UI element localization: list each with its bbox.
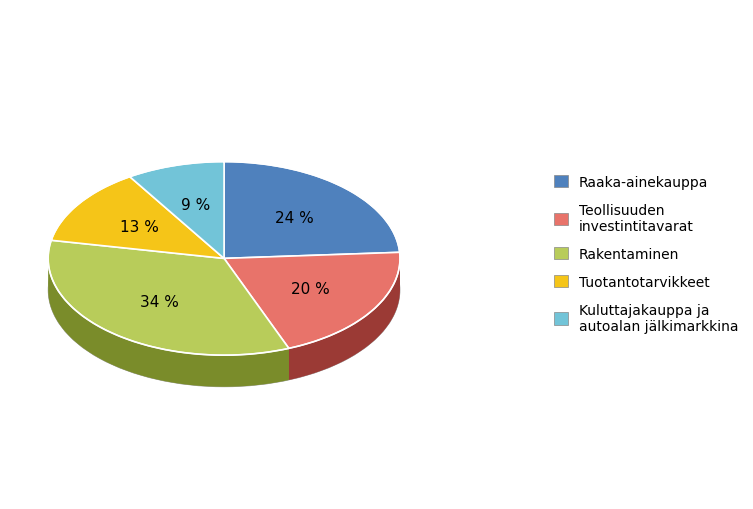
Ellipse shape: [48, 194, 400, 387]
Polygon shape: [224, 162, 400, 259]
Polygon shape: [130, 162, 224, 259]
Polygon shape: [224, 253, 400, 349]
Polygon shape: [289, 259, 400, 380]
Text: 24 %: 24 %: [275, 211, 313, 225]
Text: 20 %: 20 %: [291, 281, 330, 296]
Text: 34 %: 34 %: [139, 295, 178, 309]
Text: 13 %: 13 %: [120, 220, 159, 235]
Legend: Raaka-ainekauppa, Teollisuuden
investintitavarat, Rakentaminen, Tuotantotarvikke: Raaka-ainekauppa, Teollisuuden investint…: [547, 169, 745, 340]
Text: 9 %: 9 %: [181, 197, 210, 213]
Polygon shape: [51, 177, 224, 259]
Polygon shape: [224, 259, 289, 380]
Polygon shape: [48, 241, 289, 355]
Polygon shape: [48, 260, 289, 387]
Polygon shape: [224, 259, 289, 380]
